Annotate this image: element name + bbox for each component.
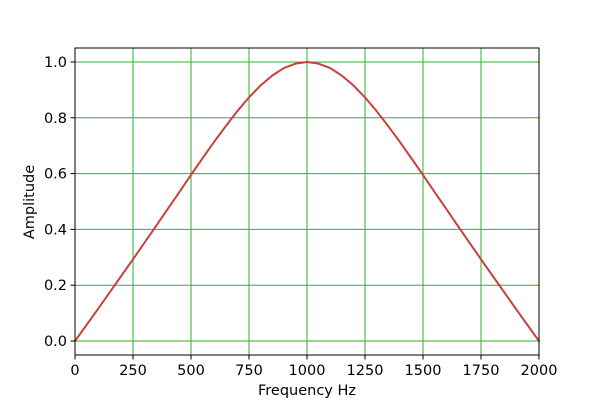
y-tick-label: 0.8 — [44, 111, 67, 127]
series-layer — [74, 60, 540, 343]
x-tick-label: 1250 — [347, 363, 384, 379]
series-line-amplitude-response — [74, 60, 540, 343]
x-tick-label: 750 — [235, 363, 263, 379]
y-tick-label: 0.6 — [44, 167, 67, 183]
x-tick-label: 500 — [177, 363, 205, 379]
x-tick-label: 1000 — [289, 363, 326, 379]
y-tick-label: 0.4 — [44, 222, 67, 238]
x-tick-label: 250 — [119, 363, 147, 379]
y-tick-label: 0.2 — [44, 278, 67, 294]
tick-layer: 0 250 500 750 1000 1250 1500 1750 2000 0.0 0.2 0.4 0… — [44, 55, 558, 379]
y-tick-label: 0.0 — [44, 334, 67, 350]
x-tick-label: 0 — [70, 363, 79, 379]
y-axis-label: Amplitude — [22, 165, 38, 239]
grid-layer — [74, 48, 540, 355]
x-axis-label: Frequency Hz — [258, 383, 356, 399]
y-tick-label: 1.0 — [44, 55, 67, 71]
x-tick-label: 1750 — [463, 363, 500, 379]
x-tick-label: 2000 — [521, 363, 558, 379]
x-tick-label: 1500 — [405, 363, 442, 379]
